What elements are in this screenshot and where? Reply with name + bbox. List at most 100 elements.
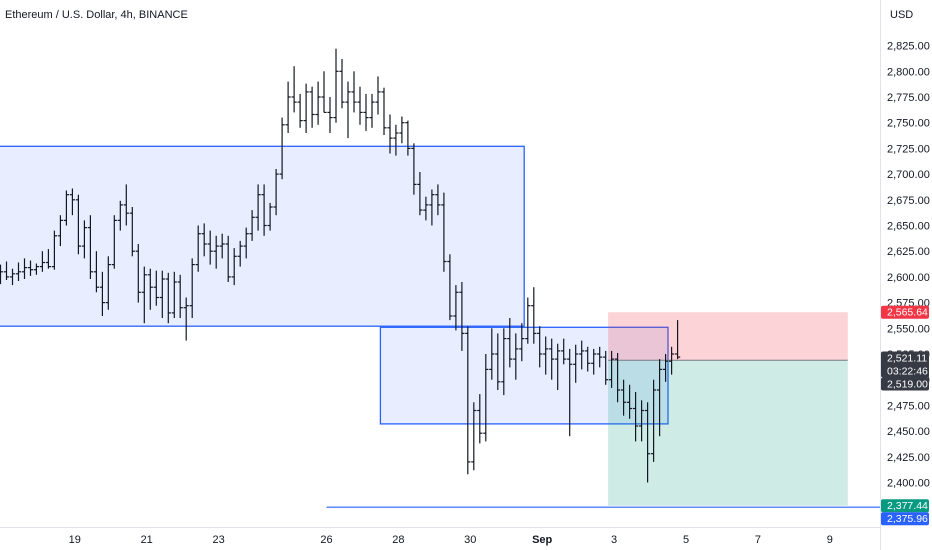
ohlc-bar [321, 71, 327, 114]
ohlc-bar [495, 333, 501, 390]
price-tag-label: 2,375.96 [887, 513, 928, 525]
currency-label[interactable]: USD [890, 9, 913, 21]
ohlc-bar [351, 71, 357, 113]
price-tick-label: 2,650.00 [887, 221, 930, 233]
ohlc-bar [639, 400, 645, 442]
ohlc-bar [453, 285, 459, 331]
ohlc-bar [243, 227, 249, 259]
ohlc-bar [51, 230, 57, 270]
ohlc-bar [561, 338, 567, 365]
time-tick-label: 7 [755, 534, 761, 546]
ohlc-bar [231, 248, 237, 286]
ohlc-bar [609, 350, 615, 388]
ohlc-bar [189, 258, 195, 318]
ohlc-bar [465, 326, 471, 475]
price-tick-label: 2,675.00 [887, 195, 930, 207]
time-tick-label: 19 [69, 534, 81, 546]
ohlc-bar [549, 338, 555, 380]
ohlc-bar [255, 184, 261, 231]
price-tick-label: 2,550.00 [887, 323, 930, 335]
price-tick-label: 2,450.00 [887, 426, 930, 438]
ohlc-bar [675, 320, 681, 360]
ohlc-bar [171, 271, 177, 318]
ohlc-bar [153, 270, 159, 306]
ohlc-bar [411, 143, 417, 195]
price-tag[interactable]: 2,565.64 [881, 305, 929, 319]
ohlc-bar [309, 86, 315, 128]
ohlc-bar [513, 333, 519, 380]
ohlc-bar [297, 93, 303, 128]
ohlc-bar [165, 272, 171, 324]
ohlc-bar [159, 270, 165, 318]
ohlc-bar [441, 192, 447, 272]
price-tag[interactable]: 2,519.00 [881, 377, 929, 391]
time-tick-label: 28 [392, 534, 404, 546]
ohlc-bar [21, 258, 28, 279]
ohlc-bar [657, 359, 663, 437]
price-tick-label: 2,400.00 [887, 478, 930, 490]
ohlc-bar [435, 184, 441, 216]
ohlc-bar [567, 348, 573, 437]
ohlc-bar [603, 350, 609, 385]
ohlc-bar [177, 274, 183, 318]
ohlc-bar [537, 326, 543, 368]
ohlc-bar [669, 346, 675, 375]
ohlc-bar [627, 384, 633, 419]
price-tag[interactable]: 2,375.96 [881, 512, 929, 526]
ohlc-bar [531, 287, 537, 344]
price-tag-label: 2,519.00 [887, 379, 928, 391]
take-profit-zone[interactable] [608, 360, 848, 506]
ohlc-bar [501, 328, 507, 396]
price-tick-label: 2,800.00 [887, 66, 930, 78]
price-tag[interactable]: 2,377.44 [881, 499, 929, 513]
ohlc-bar [339, 59, 345, 109]
ohlc-bar [459, 282, 465, 351]
ohlc-bar [375, 76, 381, 115]
ohlc-bar [141, 266, 147, 324]
ohlc-bar [387, 114, 393, 154]
ohlc-bar [483, 354, 489, 442]
price-tick-label: 2,625.00 [887, 246, 930, 258]
price-tag-label: 2,565.64 [887, 307, 928, 319]
upper-range-zone[interactable] [0, 145, 525, 327]
lower-range-zone[interactable] [379, 326, 669, 425]
ohlc-bar [369, 93, 375, 128]
ohlc-bar [579, 340, 585, 370]
ohlc-bar [45, 249, 51, 269]
ohlc-bar [249, 210, 255, 241]
time-axis-ticks: 19 21 23 26 28 30 Sep 3 5 7 9 [69, 534, 833, 546]
ohlc-bar [261, 184, 267, 236]
ohlc-bar [279, 117, 285, 180]
ohlc-bar [33, 263, 39, 275]
ohlc-bar [147, 268, 153, 310]
ohlc-bar [327, 97, 333, 133]
ohlc-bar [129, 207, 135, 257]
price-tick-label: 2,700.00 [887, 169, 930, 181]
ohlc-bar [663, 354, 669, 382]
ohlc-bar [393, 124, 399, 156]
ohlc-bar [399, 116, 405, 144]
position-layer [608, 312, 848, 506]
ohlc-bar [99, 271, 105, 316]
ohlc-bar [213, 235, 219, 269]
price-axis[interactable] [881, 0, 932, 550]
ohlc-bar [63, 190, 69, 226]
ohlc-bar [525, 297, 531, 344]
price-tick-label: 2,825.00 [887, 41, 930, 53]
ohlc-bar [183, 297, 189, 341]
ohlc-bar [363, 93, 369, 131]
ohlc-bar [345, 81, 351, 139]
ohlc-bar [105, 256, 111, 310]
ohlc-bar [315, 81, 321, 125]
ohlc-bar [57, 215, 63, 247]
ohlc-bar [357, 86, 363, 125]
stop-loss-zone[interactable] [608, 312, 848, 361]
ohlc-bar [69, 188, 75, 216]
price-tick-label: 2,425.00 [887, 452, 930, 464]
price-tick-label: 2,475.00 [887, 400, 930, 412]
